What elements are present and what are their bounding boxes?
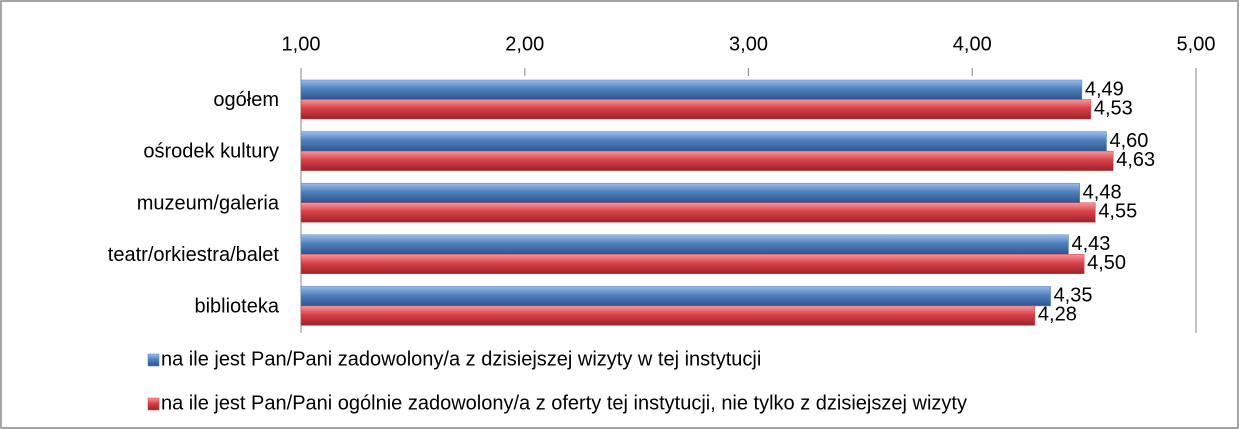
bar: [300, 286, 1051, 307]
data-label: 4,28: [1038, 304, 1077, 326]
legend-marker: [147, 353, 160, 367]
bar: [300, 234, 1069, 255]
x-tick-label: 5,00: [1177, 33, 1216, 55]
x-tick-label: 4,00: [953, 33, 992, 55]
y-tick-label: teatr/orkiestra/balet: [108, 244, 280, 266]
bar: [300, 305, 1036, 326]
data-label: 4,50: [1087, 252, 1126, 274]
legend-label: na ile jest Pan/Pani ogólnie zadowolony/…: [161, 392, 967, 414]
data-label: 4,53: [1094, 97, 1133, 119]
y-tick-label: muzeum/galeria: [137, 192, 280, 214]
x-tick-label: 2,00: [505, 33, 544, 55]
bar: [300, 79, 1083, 100]
data-label: 4,43: [1071, 233, 1110, 255]
data-label: 4,49: [1085, 78, 1124, 100]
x-tick-label: 1,00: [282, 33, 321, 55]
data-label: 4,48: [1083, 181, 1122, 203]
y-tick-label: biblioteka: [194, 295, 279, 317]
bar: [300, 99, 1092, 120]
bar: [300, 131, 1107, 152]
data-label: 4,55: [1098, 200, 1137, 222]
y-tick-label: ogółem: [213, 89, 279, 111]
data-label: 4,63: [1116, 149, 1155, 171]
bar: [300, 254, 1085, 275]
bar: [300, 150, 1114, 171]
legend-marker: [147, 397, 160, 411]
y-tick-label: ośrodek kultury: [143, 141, 279, 163]
bar: [300, 182, 1080, 203]
legend-label: na ile jest Pan/Pani zadowolony/a z dzis…: [161, 348, 761, 370]
data-label: 4,35: [1054, 285, 1093, 307]
x-tick-label: 3,00: [729, 33, 768, 55]
data-label: 4,60: [1110, 130, 1149, 152]
bar: [300, 202, 1096, 223]
